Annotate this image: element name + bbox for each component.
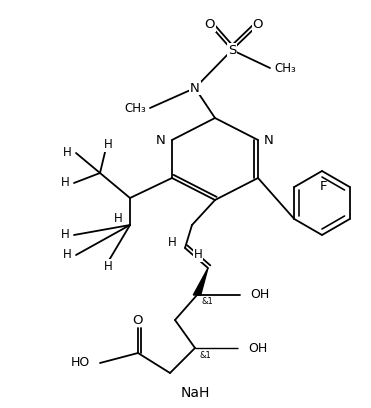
Text: N: N [156,133,166,146]
Text: H: H [104,259,112,273]
Text: H: H [194,248,202,262]
Text: F: F [320,180,328,193]
Text: O: O [253,18,263,31]
Text: H: H [114,211,122,224]
Text: N: N [190,82,200,95]
Text: H: H [63,146,72,160]
Text: H: H [61,177,70,189]
Text: OH: OH [250,288,269,302]
Text: N: N [264,133,274,146]
Text: O: O [205,18,215,31]
Text: O: O [133,313,143,326]
Text: OH: OH [248,341,267,355]
Text: &1: &1 [200,350,212,359]
Text: &1: &1 [202,297,214,306]
Text: CH₃: CH₃ [274,62,296,75]
Text: HO: HO [71,357,90,370]
Text: H: H [104,138,112,151]
Text: S: S [228,44,236,56]
Text: H: H [61,228,70,242]
Text: H: H [63,248,72,262]
Polygon shape [193,268,208,295]
Text: CH₃: CH₃ [124,102,146,115]
Text: NaH: NaH [180,386,210,400]
Text: H: H [168,235,176,248]
